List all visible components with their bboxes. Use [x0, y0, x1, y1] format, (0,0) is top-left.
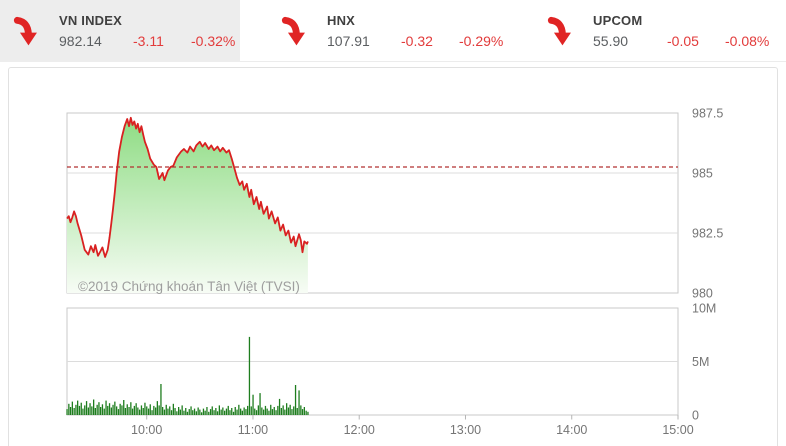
svg-text:10M: 10M — [692, 302, 716, 316]
index-change: -0.32 — [401, 33, 433, 49]
index-name: UPCOM — [593, 13, 643, 28]
svg-text:11:00: 11:00 — [238, 423, 268, 437]
down-arrow-icon — [13, 16, 37, 46]
ticker-upcom[interactable]: UPCOM 55.90 -0.05 -0.08% — [504, 0, 769, 62]
down-arrow-icon — [547, 16, 571, 46]
svg-text:10:00: 10:00 — [131, 423, 162, 437]
index-value: 982.14 — [59, 33, 102, 49]
index-ticker-bar: VN INDEX 982.14 -3.11 -0.32% HNX 107.91 … — [0, 0, 786, 62]
svg-text:5M: 5M — [692, 355, 709, 369]
svg-text:13:00: 13:00 — [450, 423, 481, 437]
svg-text:14:00: 14:00 — [556, 423, 587, 437]
ticker-hnx[interactable]: HNX 107.91 -0.32 -0.29% — [240, 0, 504, 62]
ticker-vnindex[interactable]: VN INDEX 982.14 -3.11 -0.32% — [0, 0, 240, 62]
index-name: VN INDEX — [59, 13, 123, 28]
svg-text:15:00: 15:00 — [662, 423, 693, 437]
svg-text:987.5: 987.5 — [692, 107, 723, 121]
index-change-percent: -0.08% — [725, 33, 770, 49]
index-value: 55.90 — [593, 33, 629, 49]
svg-text:985: 985 — [692, 167, 713, 181]
index-change: -3.11 — [133, 33, 164, 49]
index-name: HNX — [327, 13, 356, 28]
svg-text:982.5: 982.5 — [692, 227, 723, 241]
svg-text:0: 0 — [692, 409, 699, 423]
index-value: 107.91 — [327, 33, 370, 49]
index-change-percent: -0.32% — [191, 33, 236, 49]
index-change: -0.05 — [667, 33, 699, 49]
svg-text:980: 980 — [692, 287, 713, 301]
index-change-percent: -0.29% — [459, 33, 504, 49]
svg-text:12:00: 12:00 — [344, 423, 375, 437]
down-arrow-icon — [281, 16, 305, 46]
watermark: ©2019 Chứng khoán Tân Việt (TVSI) — [78, 279, 300, 294]
